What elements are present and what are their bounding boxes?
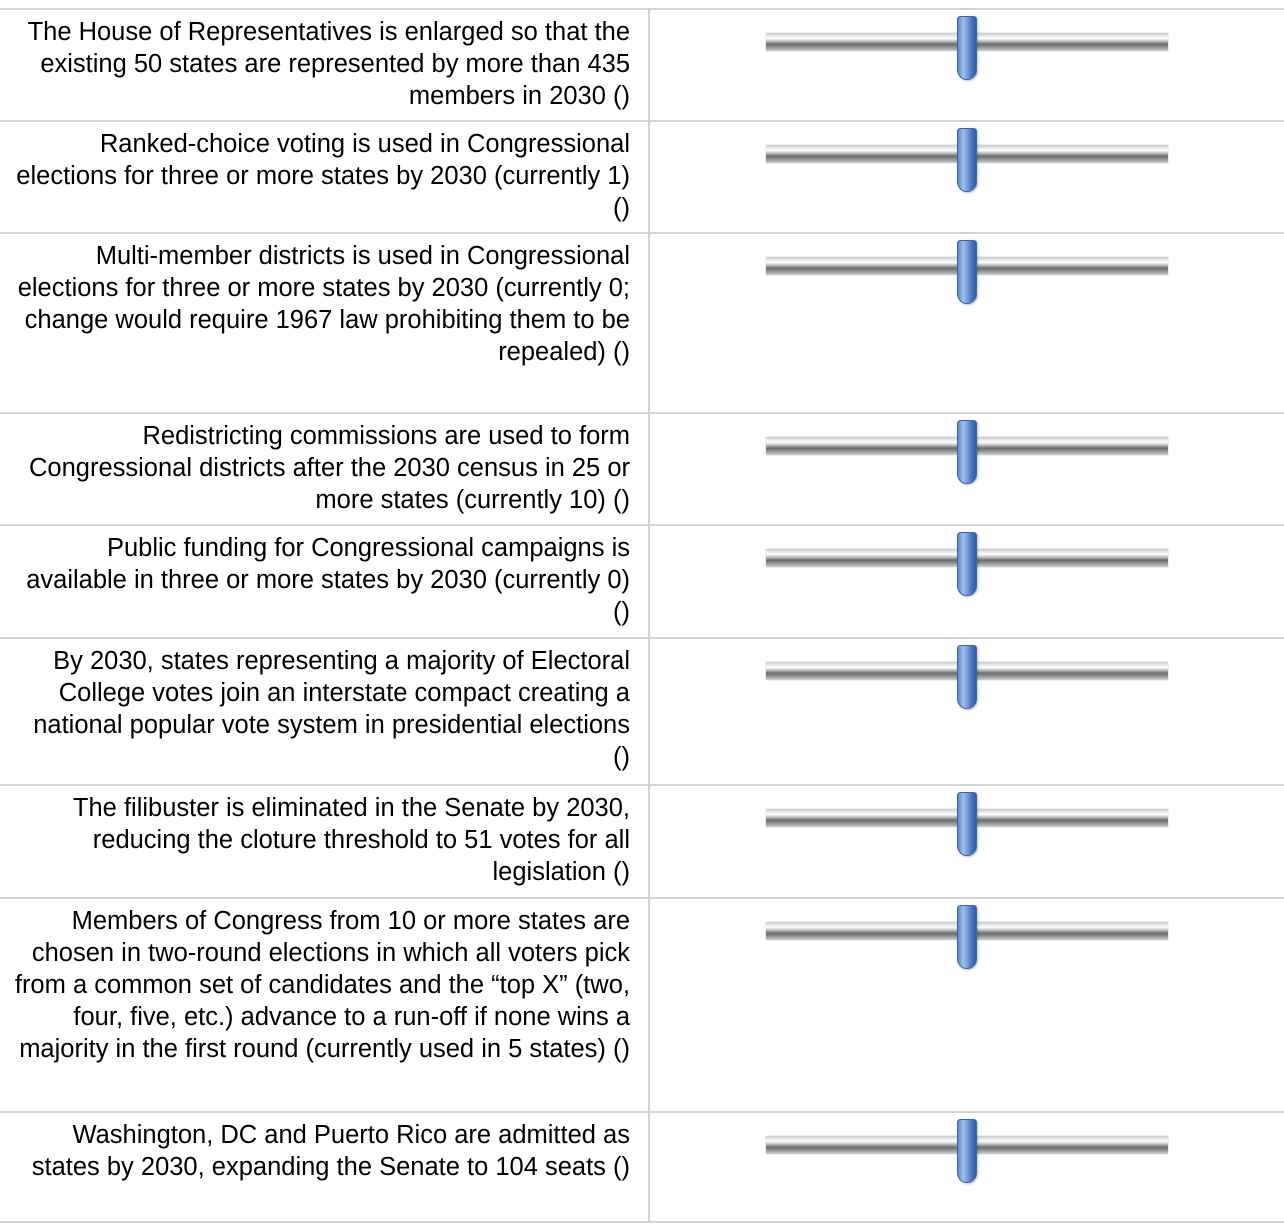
statement-label: The House of Representatives is enlarged…	[27, 18, 630, 110]
statement-cell: Washington, DC and Puerto Rico are admit…	[0, 1113, 650, 1221]
question-row: By 2030, states representing a majority …	[0, 637, 1284, 784]
slider-handle[interactable]	[957, 240, 977, 304]
statement-label: Public funding for Congressional campaig…	[26, 534, 630, 626]
statement-cell: Public funding for Congressional campaig…	[0, 526, 650, 637]
statement-label: By 2030, states representing a majority …	[33, 647, 630, 771]
statement-label: Redistricting commissions are used to fo…	[29, 422, 630, 514]
question-row: The House of Representatives is enlarged…	[0, 8, 1284, 120]
statement-cell: The filibuster is eliminated in the Sena…	[0, 786, 650, 897]
statement-cell: By 2030, states representing a majority …	[0, 639, 650, 784]
statement-cell: Ranked-choice voting is used in Congress…	[0, 122, 650, 232]
statement-label: Multi-member districts is used in Congre…	[17, 242, 630, 366]
likelihood-slider[interactable]	[766, 16, 1168, 86]
question-row: Multi-member districts is used in Congre…	[0, 232, 1284, 412]
question-row: Public funding for Congressional campaig…	[0, 524, 1284, 637]
slider-handle[interactable]	[957, 532, 977, 596]
likelihood-slider[interactable]	[766, 1119, 1168, 1189]
likelihood-slider[interactable]	[766, 905, 1168, 975]
likelihood-slider[interactable]	[766, 420, 1168, 490]
slider-handle[interactable]	[957, 645, 977, 709]
statement-label: Washington, DC and Puerto Rico are admit…	[31, 1121, 630, 1181]
question-row: The filibuster is eliminated in the Sena…	[0, 784, 1284, 897]
slider-handle[interactable]	[957, 1119, 977, 1183]
question-row: Ranked-choice voting is used in Congress…	[0, 120, 1284, 232]
likelihood-slider[interactable]	[766, 128, 1168, 198]
question-row: Members of Congress from 10 or more stat…	[0, 897, 1284, 1111]
likelihood-slider[interactable]	[766, 240, 1168, 310]
statement-label: Members of Congress from 10 or more stat…	[14, 907, 630, 1063]
slider-handle[interactable]	[957, 905, 977, 969]
likelihood-slider[interactable]	[766, 645, 1168, 715]
slider-handle[interactable]	[957, 16, 977, 80]
statement-label: Ranked-choice voting is used in Congress…	[16, 130, 630, 222]
statement-cell: Redistricting commissions are used to fo…	[0, 414, 650, 524]
statement-cell: Members of Congress from 10 or more stat…	[0, 899, 650, 1111]
likelihood-slider[interactable]	[766, 792, 1168, 862]
statement-label: The filibuster is eliminated in the Sena…	[72, 794, 630, 886]
likelihood-slider[interactable]	[766, 532, 1168, 602]
question-row: Redistricting commissions are used to fo…	[0, 412, 1284, 524]
slider-handle[interactable]	[957, 420, 977, 484]
statement-cell: Multi-member districts is used in Congre…	[0, 234, 650, 412]
statement-cell: The House of Representatives is enlarged…	[0, 10, 650, 120]
slider-handle[interactable]	[957, 128, 977, 192]
slider-handle[interactable]	[957, 792, 977, 856]
question-row: Washington, DC and Puerto Rico are admit…	[0, 1111, 1284, 1223]
